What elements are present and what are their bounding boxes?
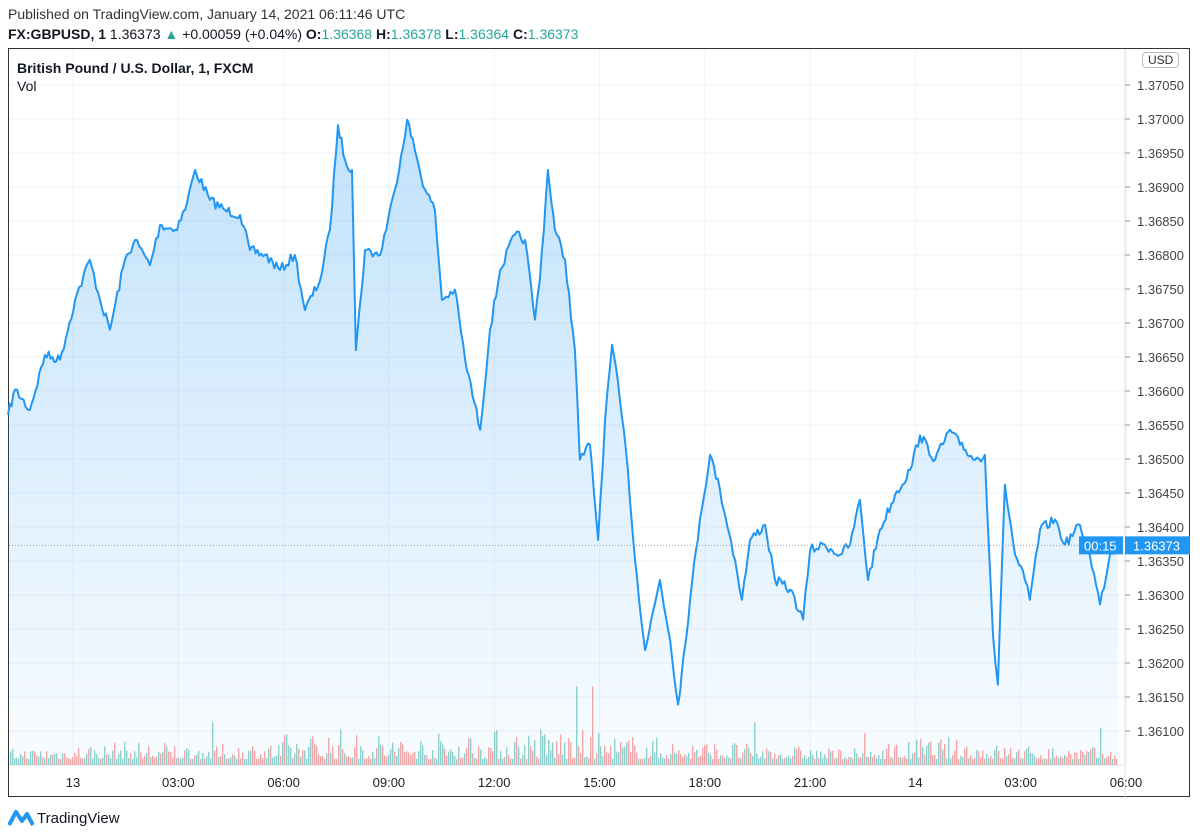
- close-label: C:: [512, 26, 528, 42]
- time-tick-label: 14: [908, 775, 922, 790]
- tradingview-logo-icon: [8, 810, 34, 826]
- symbol-ohlc-bar: FX:GBPUSD, 1 1.36373 ▲ +0.00059 (+0.04%)…: [8, 26, 578, 42]
- countdown-label: 00:15: [1084, 538, 1117, 553]
- time-tick-label: 09:00: [373, 775, 406, 790]
- low-label: L:: [445, 26, 459, 42]
- brand-name: TradingView: [37, 809, 120, 827]
- symbol-label: FX:GBPUSD, 1: [8, 26, 107, 42]
- high-label: H:: [375, 26, 391, 42]
- price-tick-label: 1.36100: [1137, 724, 1184, 739]
- price-tick-label: 1.36550: [1137, 418, 1184, 433]
- time-tick-label: 03:00: [162, 775, 195, 790]
- high-value: 1.36378: [390, 26, 442, 42]
- currency-button[interactable]: USD: [1142, 52, 1180, 68]
- price-tick-label: 1.36400: [1137, 520, 1184, 535]
- price-tick-label: 1.36150: [1137, 690, 1184, 705]
- low-value: 1.36364: [458, 26, 510, 42]
- up-arrow-icon: ▲: [164, 26, 179, 42]
- last-price-badge: [1125, 536, 1190, 555]
- time-tick-label: 12:00: [478, 775, 511, 790]
- price-tick-label: 1.36800: [1137, 248, 1184, 263]
- price-tick-label: 1.36500: [1137, 452, 1184, 467]
- time-tick-label: 06:00: [1110, 775, 1143, 790]
- time-tick-label: 06:00: [267, 775, 300, 790]
- countdown-badge: [1079, 536, 1123, 555]
- price-tick-label: 1.36700: [1137, 316, 1184, 331]
- open-label: O:: [305, 26, 322, 42]
- time-tick-label: 18:00: [689, 775, 722, 790]
- published-caption: Published on TradingView.com, January 14…: [8, 6, 406, 22]
- price-tick-label: 1.36650: [1137, 350, 1184, 365]
- price-tick-label: 1.36350: [1137, 554, 1184, 569]
- price-change: +0.00059 (+0.04%): [182, 26, 303, 42]
- time-tick-label: 21:00: [794, 775, 827, 790]
- pane-title: British Pound / U.S. Dollar, 1, FXCM: [17, 60, 254, 76]
- price-tick-label: 1.36950: [1137, 146, 1184, 161]
- price-line: [7, 118, 1119, 706]
- time-tick-label: 03:00: [1004, 775, 1037, 790]
- open-value: 1.36368: [321, 26, 373, 42]
- time-tick-label: 15:00: [583, 775, 616, 790]
- last-price-badge-label: 1.36373: [1133, 538, 1180, 553]
- price-tick-label: 1.36750: [1137, 282, 1184, 297]
- price-tick-label: 1.36250: [1137, 622, 1184, 637]
- price-tick-label: 1.36200: [1137, 656, 1184, 671]
- price-tick-label: 1.37000: [1137, 112, 1184, 127]
- price-tick-label: 1.36850: [1137, 214, 1184, 229]
- price-tick-label: 1.36300: [1137, 588, 1184, 603]
- time-tick-label: 13: [66, 775, 80, 790]
- price-tick-label: 1.36450: [1137, 486, 1184, 501]
- price-area-fill: [8, 119, 1118, 765]
- volume-indicator-label: Vol: [17, 78, 37, 94]
- tradingview-logo[interactable]: TradingView: [8, 808, 120, 828]
- price-tick-label: 1.36900: [1137, 180, 1184, 195]
- price-tick-label: 1.36600: [1137, 384, 1184, 399]
- last-price: 1.36373: [109, 26, 161, 42]
- price-tick-label: 1.37050: [1137, 78, 1184, 93]
- close-value: 1.36373: [527, 26, 579, 42]
